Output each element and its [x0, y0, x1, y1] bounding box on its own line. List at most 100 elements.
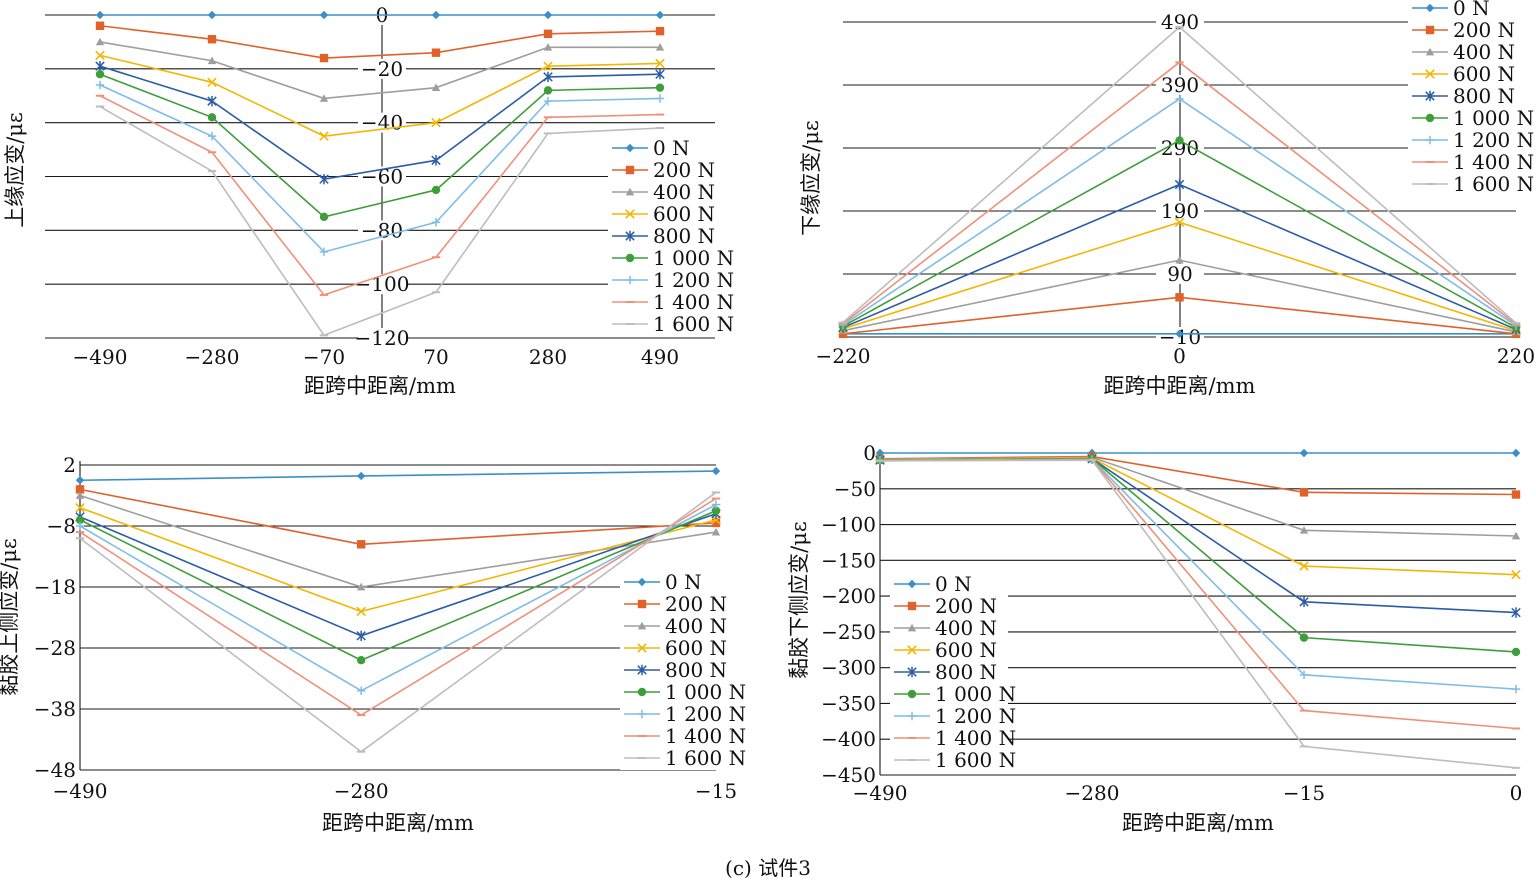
legend-item: 800 N — [624, 658, 727, 682]
data-point — [711, 518, 721, 528]
data-point — [207, 95, 217, 107]
y-tick-label: −120 — [355, 326, 410, 350]
legend-marker — [907, 579, 917, 589]
data-point — [1511, 531, 1521, 540]
legend-label: 1 400 N — [1453, 150, 1534, 174]
y-tick-bg — [1156, 75, 1204, 95]
legend-label: 1 600 N — [935, 748, 1016, 772]
legend-label: 1 200 N — [665, 702, 746, 726]
series-line — [99, 41, 660, 100]
data-point — [75, 502, 85, 513]
data-point — [1299, 526, 1309, 534]
data-point — [356, 686, 366, 695]
y-tick-bg — [358, 328, 406, 348]
legend-item: 1 200 N — [894, 704, 1016, 728]
legend-marker — [1425, 113, 1435, 123]
legend-marker — [907, 666, 917, 678]
data-point — [655, 43, 665, 51]
data-point — [1511, 647, 1521, 657]
legend-item: 400 N — [612, 180, 715, 204]
legend-label: 600 N — [653, 202, 715, 226]
legend-item: 1 400 N — [894, 726, 1016, 750]
legend-marker — [907, 711, 917, 721]
data-point — [431, 117, 441, 128]
data-point — [655, 69, 665, 80]
data-point — [543, 96, 553, 106]
chart-adhesive-upper-strain: 2 −8 −18 −28 −38 −48−490 −280 −15 距跨中距离/mm 黏胶上侧应变… — [0, 453, 746, 835]
series-line — [99, 84, 661, 253]
y-tick-bg — [1156, 138, 1204, 158]
data-point — [1174, 179, 1185, 190]
data-point — [1175, 293, 1184, 302]
legend-item: 0 N — [1412, 0, 1490, 20]
series-1600n — [838, 25, 1521, 325]
legend-label: 1 000 N — [665, 680, 746, 704]
legend-item: 600 N — [894, 638, 997, 662]
y-tick-label: 190 — [1161, 199, 1199, 223]
legend-item: 0 N — [894, 572, 972, 596]
x-tick-label: −490 — [73, 345, 128, 369]
legend-item: 400 N — [624, 614, 727, 638]
data-point — [1299, 596, 1309, 608]
x-tick-label: −280 — [334, 779, 389, 803]
legend-item: 400 N — [1412, 40, 1515, 64]
legend-item: 200 N — [624, 592, 727, 616]
series-line — [99, 24, 661, 59]
legend-label: 200 N — [935, 594, 997, 618]
legend-label: 1 600 N — [665, 746, 746, 770]
y-tick-label: 90 — [1167, 262, 1192, 286]
data-point — [1174, 217, 1185, 228]
series-1600n — [875, 459, 1521, 769]
legend-label: 1 200 N — [935, 704, 1016, 728]
series-line — [879, 457, 1517, 576]
data-point — [356, 656, 366, 665]
y-axis-title: 黏胶下侧应变/με — [787, 521, 811, 679]
legend-item: 1 000 N — [894, 682, 1016, 706]
legend-item: 1 400 N — [624, 724, 746, 748]
chart-top-edge-strain: 0−20−40−60−80−100−120−490 −280 −70 70 280 490… — [3, 3, 734, 398]
data-point — [319, 131, 329, 141]
legend-item: 1 200 N — [1412, 128, 1534, 152]
legend-marker — [625, 143, 635, 153]
x-tick-label: 70 — [423, 345, 448, 369]
legend-item: 200 N — [1412, 18, 1515, 42]
y-tick-label: −60 — [361, 165, 403, 189]
series-0n — [75, 466, 721, 485]
legend-label: 1 600 N — [653, 312, 734, 336]
data-point — [1175, 329, 1184, 339]
data-point — [207, 56, 217, 65]
y-tick-bg — [1156, 264, 1204, 284]
series-line — [79, 470, 717, 482]
series-200n — [95, 21, 665, 63]
legend-marker — [625, 165, 635, 175]
data-point — [431, 185, 441, 195]
legend-label: 400 N — [665, 614, 727, 638]
legend-label: 800 N — [665, 658, 727, 682]
series-line — [879, 459, 1517, 769]
series-1600n — [95, 105, 665, 337]
y-axis-title: 下缘应变/με — [799, 120, 823, 236]
data-point — [711, 527, 721, 536]
y-tick-label: −400 — [821, 727, 876, 751]
y-tick-label: −50 — [834, 477, 876, 501]
data-point — [1511, 684, 1521, 694]
legend-label: 1 000 N — [653, 246, 734, 270]
legend-item: 400 N — [894, 616, 997, 640]
y-tick-bg — [1156, 201, 1204, 221]
series-400n — [95, 37, 665, 102]
data-point — [207, 113, 217, 122]
data-point — [75, 521, 85, 531]
data-point — [319, 10, 329, 20]
x-tick-label: 0 — [1510, 781, 1523, 805]
legend-marker — [637, 577, 647, 587]
legend-label: 1 400 N — [653, 290, 734, 314]
legend-label: 800 N — [653, 224, 715, 248]
x-tick-label: 280 — [529, 345, 567, 369]
x-tick-label: −280 — [185, 345, 240, 369]
y-tick-label: −200 — [821, 584, 876, 608]
y-tick-label: −80 — [361, 218, 403, 242]
data-point — [1299, 448, 1309, 458]
